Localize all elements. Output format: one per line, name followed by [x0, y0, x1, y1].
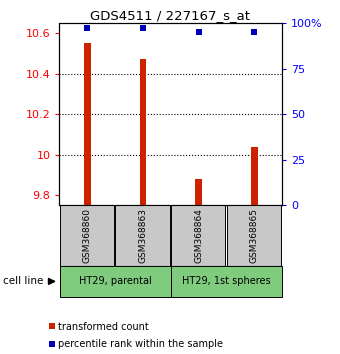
- Text: HT29, 1st spheres: HT29, 1st spheres: [182, 276, 271, 286]
- Text: GSM368864: GSM368864: [194, 208, 203, 263]
- Bar: [140, 59, 146, 205]
- Point: [276, 108, 282, 114]
- Point: [196, 29, 201, 35]
- Text: GSM368863: GSM368863: [138, 208, 148, 263]
- Text: GDS4511 / 227167_s_at: GDS4511 / 227167_s_at: [90, 9, 250, 22]
- Text: percentile rank within the sample: percentile rank within the sample: [58, 339, 223, 349]
- Bar: [226, 205, 281, 266]
- Point: [140, 25, 146, 31]
- Bar: [115, 205, 170, 266]
- Text: transformed count: transformed count: [58, 322, 149, 332]
- Point: [276, 273, 282, 278]
- Point: [252, 29, 257, 35]
- Bar: [171, 205, 225, 266]
- Bar: [171, 266, 282, 297]
- Bar: [59, 266, 171, 297]
- Text: HT29, parental: HT29, parental: [79, 276, 152, 286]
- Bar: [59, 205, 114, 266]
- Text: GSM368865: GSM368865: [250, 208, 259, 263]
- Text: GSM368860: GSM368860: [83, 208, 92, 263]
- Bar: [195, 179, 202, 205]
- Text: cell line: cell line: [3, 276, 44, 286]
- Point: [85, 25, 90, 31]
- Bar: [251, 147, 258, 205]
- Bar: [84, 43, 91, 205]
